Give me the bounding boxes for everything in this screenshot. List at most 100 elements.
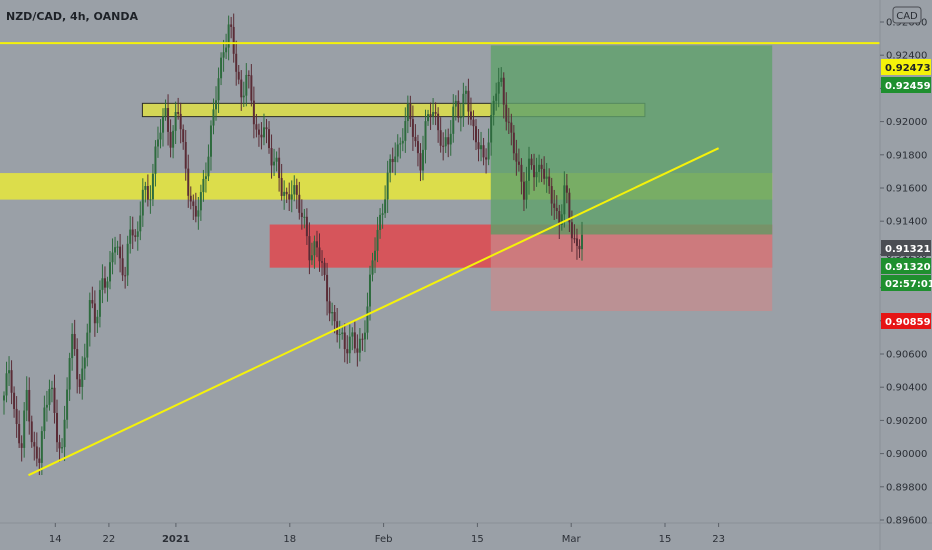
candle — [490, 102, 493, 156]
candle — [116, 240, 119, 256]
candle — [33, 431, 36, 461]
candle — [283, 180, 286, 210]
candle — [419, 143, 422, 182]
candle — [379, 208, 382, 239]
candle — [462, 82, 465, 127]
candle — [550, 177, 553, 216]
price-tag: 0.91320 — [881, 258, 931, 274]
candle — [384, 185, 387, 218]
candle — [558, 204, 561, 240]
candle — [103, 266, 106, 294]
candle — [58, 434, 61, 462]
candle — [260, 122, 263, 150]
candle — [416, 134, 419, 167]
candle — [209, 120, 212, 171]
candle — [197, 197, 200, 230]
candle — [179, 102, 182, 144]
candle — [111, 238, 114, 275]
candle — [124, 266, 127, 289]
y-tick-label: 0.91600 — [886, 184, 927, 195]
candle — [192, 194, 195, 220]
candle — [187, 154, 190, 208]
candle — [469, 97, 472, 126]
candle — [237, 64, 240, 85]
candle — [517, 148, 520, 172]
candle — [262, 113, 265, 146]
price-tag-label: 02:57:01 — [885, 279, 932, 290]
candle — [565, 173, 568, 204]
candle — [139, 201, 142, 241]
candle — [472, 110, 475, 141]
candle — [230, 16, 233, 39]
candle — [169, 119, 172, 158]
candle — [172, 125, 175, 159]
x-tick-label: Mar — [562, 534, 582, 545]
candle — [13, 386, 16, 418]
candle — [495, 82, 498, 111]
target-zone[interactable] — [490, 45, 773, 235]
candle — [101, 264, 104, 304]
candle — [353, 321, 356, 354]
candle — [505, 92, 508, 131]
candle — [303, 208, 306, 229]
candle — [467, 78, 470, 125]
candle — [35, 432, 38, 467]
candle — [464, 85, 467, 105]
candle — [257, 123, 260, 147]
candle — [121, 244, 124, 282]
x-tick-label: 22 — [103, 534, 116, 545]
x-tick-label: 2021 — [162, 534, 190, 545]
x-tick-label: 14 — [49, 534, 62, 545]
price-tag-label: 0.91321 — [885, 244, 931, 255]
candle — [414, 124, 417, 147]
currency-label: CAD — [896, 11, 918, 22]
candle — [96, 309, 99, 333]
candle — [411, 105, 414, 151]
candle — [45, 390, 48, 422]
candle — [300, 199, 303, 230]
candle — [346, 335, 349, 364]
candle — [265, 118, 268, 144]
candle — [5, 361, 8, 403]
candle — [288, 182, 291, 211]
candle — [485, 148, 488, 174]
candle — [280, 163, 283, 201]
candle — [437, 107, 440, 143]
candle — [356, 334, 359, 367]
candle — [482, 137, 485, 166]
candle — [50, 380, 53, 403]
x-tick-label: 23 — [712, 534, 725, 545]
candle — [78, 373, 81, 394]
candle — [81, 356, 84, 400]
risk-zone[interactable] — [490, 234, 773, 312]
candle — [439, 117, 442, 153]
candle — [530, 154, 533, 170]
price-tag-label: 0.90859 — [885, 317, 931, 328]
x-tick-label: 15 — [471, 534, 484, 545]
candle — [270, 134, 273, 179]
candle — [40, 426, 43, 476]
price-tag-label: 0.92473 — [885, 63, 931, 74]
price-tag: 0.92459 — [881, 77, 931, 93]
candle — [305, 208, 308, 245]
currency-button[interactable]: CAD — [892, 6, 922, 24]
candle — [368, 265, 371, 321]
candle — [427, 109, 430, 126]
candle — [204, 162, 207, 193]
candle — [434, 102, 437, 126]
candle — [520, 158, 523, 195]
candle — [381, 203, 384, 229]
candle — [545, 162, 548, 193]
candle — [162, 108, 165, 147]
price-tag-label: 0.91320 — [885, 262, 931, 273]
candle — [502, 72, 505, 119]
candle — [444, 129, 447, 154]
candle — [48, 379, 51, 411]
trendline[interactable] — [28, 147, 720, 477]
candle — [568, 188, 571, 233]
candle — [429, 102, 432, 130]
candle — [543, 156, 546, 185]
time-axis[interactable]: 14 22 2021 18 Feb 15 Mar 15 23 — [49, 523, 725, 545]
